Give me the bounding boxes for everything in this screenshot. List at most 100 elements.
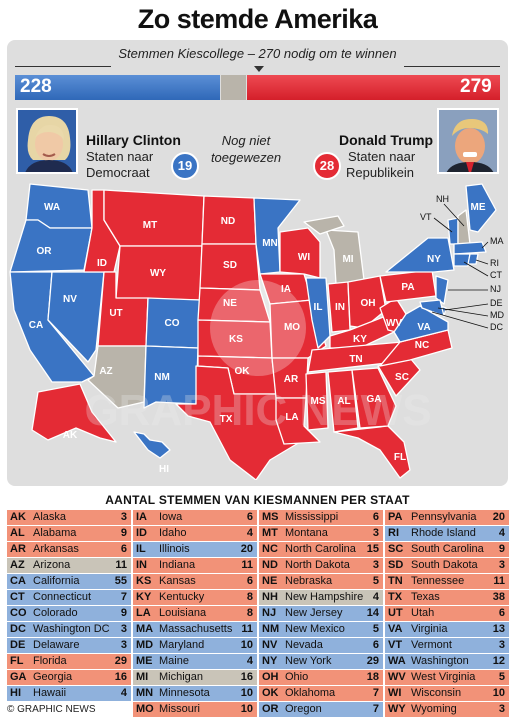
label-nm: NM: [154, 372, 170, 383]
watermark-logo: GRAPHIC NEWS: [84, 280, 432, 435]
state-votes: 5: [372, 623, 379, 635]
state-ny: [385, 237, 455, 273]
state-ga: [351, 367, 397, 429]
table-row: PA Pennsylvania 20: [385, 510, 509, 526]
trump-states-badge: 28: [313, 152, 341, 180]
table-row: AL Alabama 9: [7, 526, 131, 542]
label-oh: OH: [361, 298, 376, 309]
state-votes: 12: [492, 655, 505, 667]
table-row: OH Ohio 18: [259, 670, 383, 686]
state-va: [393, 305, 449, 343]
state-ak: [31, 383, 117, 443]
table-row: ND North Dakota 3: [259, 558, 383, 574]
state-abbrev: MS: [262, 511, 279, 523]
state-votes: 3: [372, 527, 379, 539]
label-ms: MS: [311, 396, 326, 407]
state-abbrev: NJ: [262, 607, 277, 619]
state-abbrev: MT: [262, 527, 278, 539]
state-abbrev: NV: [262, 639, 278, 651]
table-row: IA Iowa 6: [133, 510, 257, 526]
table-row: SC South Carolina 9: [385, 542, 509, 558]
state-votes: 15: [366, 543, 379, 555]
state-name: Oregon: [285, 703, 322, 715]
state-votes: 38: [492, 591, 505, 603]
table-row: UT Utah 6: [385, 606, 509, 622]
state-mt: [103, 189, 205, 247]
state-votes: 3: [120, 623, 127, 635]
label-nh: NH: [436, 194, 449, 204]
footer-credit: © GRAPHIC NEWS: [7, 704, 96, 715]
state-name: South Carolina: [411, 543, 484, 555]
state-name: Mississippi: [285, 511, 339, 523]
state-tx: [175, 365, 301, 480]
state-abbrev: MD: [136, 639, 154, 651]
state-name: Nebraska: [285, 575, 333, 587]
dem-electoral-votes: 228: [20, 76, 52, 97]
state-name: New Mexico: [285, 623, 345, 635]
state-abbrev: OK: [262, 687, 279, 699]
label-mi: MI: [342, 254, 353, 265]
table-row: DC Washington DC 3: [7, 622, 131, 638]
table-row: MO Missouri 10: [133, 702, 257, 718]
state-name: Maryland: [159, 639, 205, 651]
label-ks: KS: [229, 334, 243, 345]
state-name: Colorado: [33, 607, 78, 619]
state-abbrev: NY: [262, 655, 278, 667]
table-row: DE Delaware 3: [7, 638, 131, 654]
label-tx: TX: [220, 414, 233, 425]
label-ma: MA: [490, 236, 504, 246]
state-abbrev: OR: [262, 703, 279, 715]
label-mn: MN: [262, 238, 278, 249]
svg-text:GRAPHIC NEWS: GRAPHIC NEWS: [84, 386, 431, 435]
label-mo: MO: [284, 322, 300, 333]
table-row: LA Louisiana 8: [133, 606, 257, 622]
state-name: New Jersey: [285, 607, 343, 619]
state-abbrev: CO: [10, 607, 27, 619]
clinton-line1: Staten naar: [86, 149, 154, 164]
label-in: IN: [335, 302, 345, 313]
label-pa: PA: [401, 282, 414, 293]
state-vt: [447, 217, 459, 245]
label-il: IL: [314, 302, 323, 313]
state-votes: 9: [120, 607, 127, 619]
state-name: Michigan: [159, 671, 204, 683]
state-votes: 10: [492, 687, 505, 699]
state-abbrev: LA: [136, 607, 151, 619]
label-nd: ND: [221, 216, 235, 227]
table-row: SD South Dakota 3: [385, 558, 509, 574]
state-name: Illinois: [159, 543, 190, 555]
undecided-line2: toegewezen: [210, 150, 282, 165]
table-row: KS Kansas 6: [133, 574, 257, 590]
state-votes: 3: [498, 559, 505, 571]
label-nc: NC: [415, 340, 429, 351]
label-ga: GA: [367, 394, 382, 405]
state-name: Minnesota: [159, 687, 210, 699]
state-ma: [453, 241, 487, 255]
table-row: GA Georgia 16: [7, 670, 131, 686]
state-abbrev: DE: [10, 639, 26, 651]
label-ri: RI: [490, 258, 499, 268]
state-name: Washington DC: [33, 623, 110, 635]
state-votes: 7: [120, 591, 127, 603]
state-votes-table: AK Alaska 3 AL Alabama 9 AR Arkansas 6 AZ Arizona 1…: [7, 510, 510, 718]
table-row: WA Washington 12: [385, 654, 509, 670]
trump-name: Donald Trump: [339, 132, 434, 148]
label-wa: WA: [44, 202, 60, 213]
state-votes: 3: [120, 639, 127, 651]
rep-electoral-votes: 279: [460, 76, 492, 97]
state-name: Hawaii: [33, 687, 67, 699]
state-name: Iowa: [159, 511, 183, 523]
label-id: ID: [97, 258, 107, 269]
label-ne: NE: [223, 298, 237, 309]
state-abbrev: TX: [388, 591, 403, 603]
undecided-line1: Nog niet: [221, 133, 271, 148]
table-row: WV West Virginia 5: [385, 670, 509, 686]
state-name: North Dakota: [285, 559, 350, 571]
clinton-portrait-icon: [18, 110, 76, 172]
state-votes: 4: [246, 527, 253, 539]
state-abbrev: ME: [136, 655, 153, 667]
state-votes: 4: [246, 655, 253, 667]
state-abbrev: MA: [136, 623, 154, 635]
state-name: Georgia: [33, 671, 73, 683]
table-row: MI Michigan 16: [133, 670, 257, 686]
